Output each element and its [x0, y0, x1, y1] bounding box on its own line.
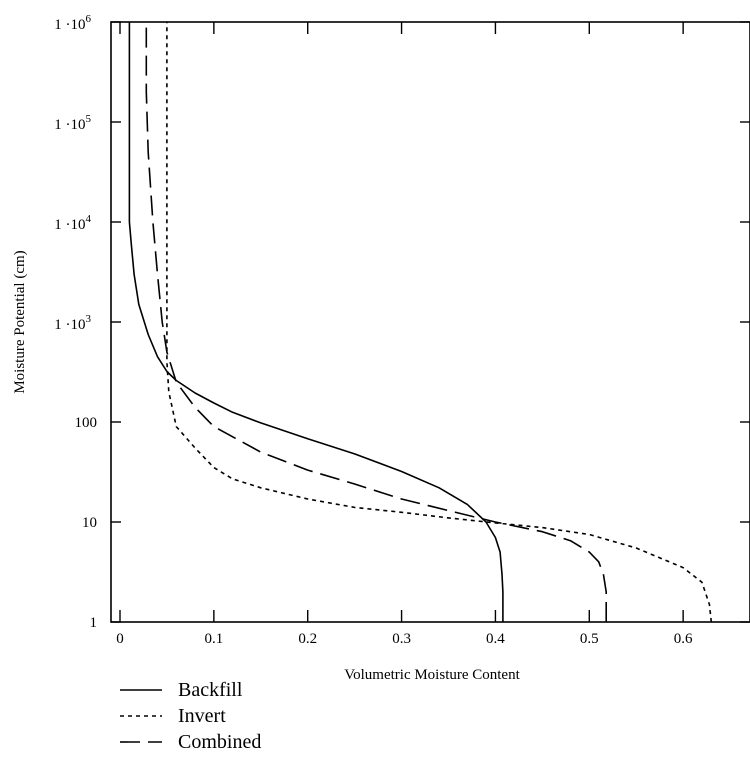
- axis-ticks: [111, 21, 750, 623]
- y-tick-label: 10: [82, 515, 97, 531]
- x-tick-label: 0.5: [580, 631, 599, 647]
- y-tick-label: 1: [90, 615, 98, 631]
- legend-item-combined: Combined: [120, 730, 261, 754]
- x-tick-label: 0.2: [298, 631, 317, 647]
- legend-label-backfill: Backfill: [178, 678, 243, 701]
- plot-frame: [110, 21, 750, 623]
- x-axis-label: Volumetric Moisture Content: [344, 667, 520, 683]
- series-lines: [128, 22, 713, 623]
- x-tick-label: 0.1: [204, 631, 223, 647]
- legend-swatch-dotted: [120, 715, 162, 717]
- y-tick-label: 1 ·105: [54, 113, 91, 133]
- x-tick-label: 0: [116, 631, 124, 647]
- y-tick-label: 1 ·106: [54, 13, 91, 33]
- y-tick-label: 100: [75, 415, 98, 431]
- x-tick-labels: 0 0.1 0.2 0.3 0.4 0.5 0.6: [116, 631, 693, 647]
- y-tick-labels: 1 10 100 1 ·103 1 ·104 1 ·105 1 ·106: [54, 13, 97, 631]
- x-tick-label: 0.6: [674, 631, 693, 647]
- x-tick-label: 0.4: [486, 631, 505, 647]
- y-axis-label: Moisture Potential (cm): [12, 250, 28, 393]
- y-tick-label: 1 ·104: [54, 213, 91, 233]
- legend-swatch-dashed: [120, 741, 162, 743]
- y-tick-label: 1 ·103: [54, 313, 91, 333]
- legend-label-combined: Combined: [178, 730, 262, 753]
- legend-swatch-solid: [120, 689, 162, 691]
- legend-label-invert: Invert: [178, 704, 226, 727]
- legend-item-invert: Invert: [120, 704, 226, 728]
- x-tick-label: 0.3: [392, 631, 411, 647]
- series-line-combined: [145, 22, 608, 622]
- series-line-invert: [166, 22, 713, 623]
- series-line-backfill: [128, 22, 504, 622]
- legend-item-backfill: Backfill: [120, 678, 242, 702]
